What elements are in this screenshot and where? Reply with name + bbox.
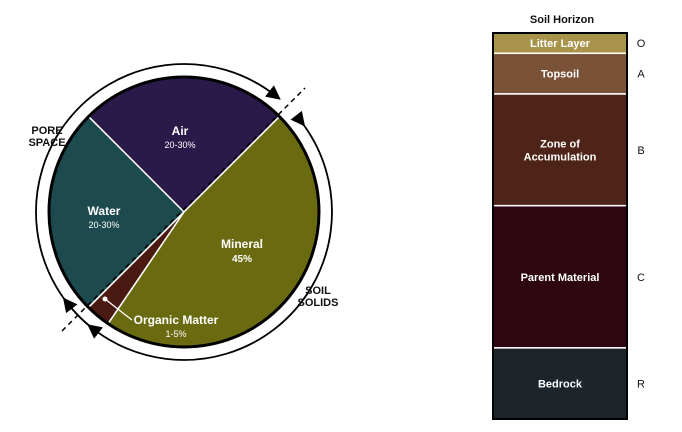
water-label: Water bbox=[88, 204, 121, 218]
horizon-title: Soil Horizon bbox=[530, 14, 594, 26]
pore-space-label-line2: SPACE bbox=[28, 137, 65, 149]
air-value: 20-30% bbox=[164, 140, 195, 150]
horizon-code: A bbox=[637, 69, 645, 81]
horizon-layer-c bbox=[492, 204, 628, 349]
horizon-layer-label: Litter Layer bbox=[530, 38, 591, 50]
horizon-code: R bbox=[637, 378, 645, 390]
horizon-layer-label: Zone of bbox=[540, 138, 580, 150]
horizon-layer-r bbox=[492, 347, 628, 420]
horizon-layer-label: Accumulation bbox=[524, 151, 597, 163]
organic-matter-label: Organic Matter bbox=[134, 313, 219, 327]
organic-matter-value: 1-5% bbox=[165, 329, 186, 339]
horizon-layer-b bbox=[492, 93, 628, 207]
pie-outline bbox=[47, 75, 321, 349]
water-value: 20-30% bbox=[88, 220, 119, 230]
pore-solid-divider bbox=[61, 87, 306, 332]
soil-solids-label-line1: SOIL bbox=[305, 285, 331, 297]
pore-space-label-line1: PORE bbox=[31, 125, 62, 137]
soil-composition-pie: Air 20-30% Water 20-30% Mineral 45% Orga… bbox=[28, 63, 339, 361]
soil-solids-arc bbox=[62, 110, 333, 361]
horizon-column-border bbox=[492, 32, 628, 420]
horizon-code: C bbox=[637, 272, 645, 284]
mineral-value: 45% bbox=[232, 254, 252, 265]
soil-solids-label-line2: SOLIDS bbox=[298, 297, 339, 309]
soil-horizon-column: Soil Horizon Litter Layer O Topsoil A Zone o… bbox=[492, 14, 646, 420]
horizon-layer-label: Parent Material bbox=[521, 272, 600, 284]
horizon-layer-label: Bedrock bbox=[538, 378, 583, 390]
horizon-code: O bbox=[637, 38, 646, 50]
organic-callout-line bbox=[104, 298, 133, 321]
horizon-layer-label: Topsoil bbox=[541, 69, 579, 81]
air-label: Air bbox=[172, 124, 189, 138]
horizon-code: B bbox=[637, 145, 644, 157]
mineral-label: Mineral bbox=[221, 237, 263, 251]
